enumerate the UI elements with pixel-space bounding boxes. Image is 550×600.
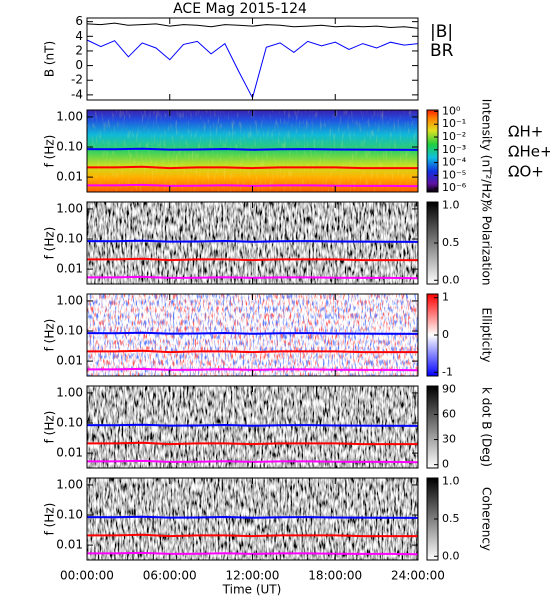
colorbar-tick-label: 1 (442, 291, 449, 304)
data-line (87, 533, 418, 538)
x-axis-label: Time (UT) (222, 583, 282, 597)
y-tick-label: 1.00 (56, 201, 83, 215)
colorbar-label: Ellipticity (480, 308, 494, 363)
x-tick-label: 18:00:00 (308, 569, 362, 583)
y-tick-label: 1.00 (56, 477, 83, 491)
y-tick-label: 1.00 (56, 109, 83, 123)
colorbar-tick-label: 0.5 (442, 512, 460, 525)
legend-entry: ΩH+ (508, 123, 543, 141)
colorbar-label: Coherency (480, 487, 494, 551)
colorbar-tick-label: 0.5 (442, 236, 460, 249)
plot-frame (86, 17, 419, 101)
y-tick-label: 0.01 (56, 538, 83, 552)
y-axis-label: f (Hz) (43, 135, 57, 168)
colorbar-tick-label: 10⁻² (442, 130, 466, 143)
colorbar (426, 385, 439, 469)
colorbar-tick-label: 10⁻⁴ (442, 156, 467, 169)
y-tick-label: 0.10 (56, 416, 83, 430)
data-line (87, 459, 419, 464)
y-axis-label: B (nT) (43, 41, 57, 77)
y-tick-label: 0.01 (56, 170, 83, 184)
data-line (87, 257, 418, 262)
colorbar-tick-label: 1.0 (442, 475, 460, 488)
y-axis-label: f (Hz) (43, 227, 57, 260)
data-line (86, 331, 419, 335)
y-tick-label: 4 (75, 29, 83, 43)
y-tick-label: 0.10 (56, 140, 83, 154)
colorbar-label: Intensity (nT²/Hz) (480, 99, 494, 204)
data-line (86, 22, 419, 29)
y-tick-label: 0 (75, 58, 83, 72)
y-tick-label: 6 (75, 14, 83, 28)
colorbar-tick-label: 10⁻¹ (442, 117, 466, 130)
y-tick-label: 0.01 (56, 354, 83, 368)
legend-entry: BR (430, 41, 454, 61)
data-line (87, 165, 418, 170)
x-tick-label: 24:00:00 (391, 569, 445, 583)
y-tick-label: 1.00 (56, 293, 83, 307)
colorbar-tick-label: -1 (442, 365, 453, 378)
legend-entry: ΩO+ (508, 163, 544, 181)
data-line (86, 239, 419, 243)
colorbar-tick-label: 10⁰ (442, 104, 461, 117)
data-line (87, 367, 419, 372)
y-axis-label: f (Hz) (43, 411, 57, 444)
data-line (87, 441, 418, 446)
y-tick-label: 0.01 (56, 262, 83, 276)
y-tick-label: -4 (71, 87, 83, 101)
colorbar (426, 109, 439, 193)
spectrogram-texture (87, 202, 418, 284)
chart-title: ACE Mag 2015-124 (173, 1, 307, 17)
y-tick-label: -2 (71, 73, 83, 87)
colorbar-tick-label: 90 (442, 382, 456, 395)
colorbar-label: % Polarization (480, 201, 494, 286)
spectrogram-texture (87, 386, 418, 468)
colorbar-tick-label: 0.0 (442, 549, 460, 562)
data-line (87, 275, 419, 280)
y-tick-label: 2 (75, 43, 83, 57)
data-line (86, 147, 419, 151)
x-tick-label: 12:00:00 (226, 569, 280, 583)
colorbar-tick-label: 30 (442, 433, 456, 446)
spectrogram-texture (87, 478, 418, 560)
y-axis-label: f (Hz) (43, 503, 57, 536)
colorbar-tick-label: 0 (442, 458, 449, 471)
data-line (86, 423, 419, 427)
colorbar-label: k dot B (Deg) (480, 387, 494, 467)
spectrogram-texture (87, 294, 418, 376)
colorbar-tick-label: 1.0 (442, 199, 460, 212)
colorbar-tick-label: 10⁻⁶ (442, 181, 467, 194)
spectrogram-texture (87, 110, 418, 192)
y-tick-label: 0.10 (56, 508, 83, 522)
data-line (86, 39, 419, 100)
y-tick-label: 0.10 (56, 232, 83, 246)
colorbar-tick-label: 10⁻⁵ (442, 168, 466, 181)
legend-entry: ΩHe+ (508, 143, 550, 161)
y-tick-label: 0.10 (56, 324, 83, 338)
data-line (87, 349, 418, 354)
data-line (86, 515, 419, 519)
colorbar-tick-label: 0 (442, 328, 449, 341)
x-tick-label: 00:00:00 (60, 569, 114, 583)
x-tick-label: 06:00:00 (143, 569, 197, 583)
legend-entry: |B| (430, 22, 453, 42)
colorbar-tick-label: 60 (442, 407, 456, 420)
colorbar-tick-label: 0.0 (442, 273, 460, 286)
data-line (87, 551, 419, 556)
colorbar-tick-label: 10⁻³ (442, 143, 466, 156)
data-line (87, 183, 419, 188)
y-tick-label: 0.01 (56, 446, 83, 460)
y-tick-label: 1.00 (56, 385, 83, 399)
y-axis-label: f (Hz) (43, 319, 57, 352)
